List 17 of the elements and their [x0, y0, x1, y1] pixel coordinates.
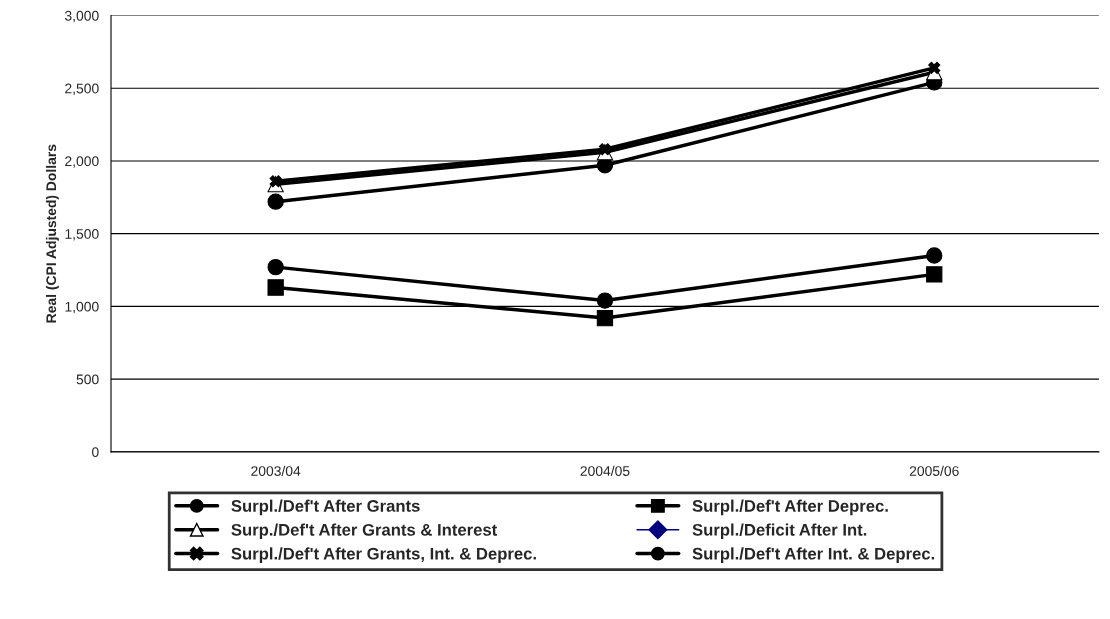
x-tick-label: 2003/04: [251, 465, 301, 476]
legend-label: Surp./Def't After Grants & Interest: [231, 523, 498, 540]
legend-label: Surpl./Def't After Deprec.: [692, 499, 888, 516]
legend-label: Surpl./Def't After Grants: [231, 499, 420, 516]
y-tick-label: 0: [92, 447, 99, 458]
legend-label: Surpl./Def't After Int. & Deprec.: [692, 547, 935, 563]
y-tick-label: 1,000: [65, 301, 99, 314]
y-axis-title: Real (CPI Adjusted) Dollars: [45, 144, 59, 323]
y-tick-label: 3,000: [64, 10, 99, 23]
legend-label: Surpl./Def't After Grants, Int. & Deprec.: [231, 547, 536, 563]
y-tick-label: 2,500: [65, 83, 99, 96]
y-tick-label: 2,000: [65, 156, 99, 168]
y-tick-label: 500: [76, 374, 99, 385]
x-tick-label: 2004/05: [580, 465, 630, 476]
x-tick-label: 2005/06: [909, 465, 959, 476]
y-tick-label: 1,500: [65, 229, 99, 241]
legend-label: Surpl./Deficit After Int.: [692, 523, 867, 540]
